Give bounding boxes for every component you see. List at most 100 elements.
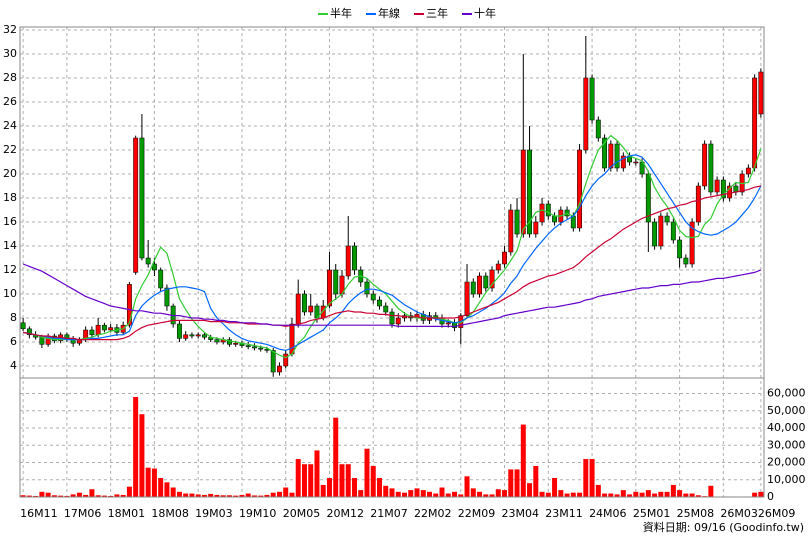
volume-bar <box>677 490 683 497</box>
volume-bar <box>545 492 551 497</box>
volume-bar <box>464 476 470 497</box>
x-tick-label: 25M01 <box>633 507 671 520</box>
volume-bar <box>608 493 614 497</box>
volume-bar <box>176 491 182 497</box>
candle-body <box>577 149 583 229</box>
volume-bar <box>270 492 276 497</box>
volume-bar <box>570 492 576 497</box>
volume-bar <box>114 494 120 497</box>
volume-bar <box>70 494 76 497</box>
volume-bar <box>589 459 595 497</box>
y-tick-label: 20 <box>3 167 17 180</box>
y-tick-label: 6 <box>10 335 17 348</box>
candle-body <box>195 334 201 337</box>
volume-bar <box>158 478 164 497</box>
volume-bar <box>370 465 376 497</box>
volume-bar <box>326 478 332 497</box>
volume-bar <box>614 494 620 497</box>
candle-body <box>714 179 720 193</box>
candle-body <box>683 257 689 265</box>
candle-body <box>677 239 683 259</box>
volume-bar <box>583 459 589 497</box>
volume-bar <box>620 490 626 497</box>
candle-body <box>720 179 726 199</box>
candle-body <box>39 336 45 345</box>
volume-bar <box>552 478 558 497</box>
volume-bar <box>139 414 145 497</box>
volume-bar <box>414 488 420 497</box>
volume-bar <box>533 465 539 497</box>
volume-bar <box>333 417 339 497</box>
panel-frame <box>19 377 765 498</box>
volume-bar <box>201 494 207 497</box>
volume-bar <box>164 482 170 497</box>
volume-bar <box>408 490 414 497</box>
candle-body <box>495 263 501 271</box>
volume-bar <box>520 424 526 497</box>
volume-bar <box>220 495 226 497</box>
candle-body <box>270 350 276 373</box>
volume-bar <box>76 492 82 497</box>
legend-label: 十年 <box>474 6 496 20</box>
candle-body <box>26 328 32 336</box>
y-tick-label: 32 <box>3 23 17 36</box>
volume-bar <box>314 450 320 497</box>
y-tick-label: 26 <box>3 95 17 108</box>
y-tick-label: 10 <box>3 287 17 300</box>
volume-bar <box>708 485 714 497</box>
ma-line <box>23 185 761 341</box>
candle-body <box>20 322 26 330</box>
volume-bar <box>126 486 132 497</box>
volume-bar <box>695 495 701 497</box>
footer: 資料日期: 09/16 (Goodinfo.tw) <box>643 520 804 534</box>
volume-bar <box>514 469 520 497</box>
candle-body <box>189 334 195 337</box>
candle-body <box>308 305 314 313</box>
volume-bar <box>195 494 201 497</box>
volume-bar <box>39 491 45 497</box>
x-tick-label: 16M11 <box>20 507 58 520</box>
volume-bar <box>120 494 126 497</box>
x-tick-label: 18M01 <box>108 507 145 520</box>
volume-bar <box>33 495 39 497</box>
volume-bar <box>233 495 239 497</box>
volume-bar <box>189 493 195 497</box>
volume-bar <box>95 495 101 497</box>
candle-body <box>689 221 695 265</box>
volume-bar <box>539 491 545 497</box>
volume-bar <box>101 495 107 497</box>
x-tick-label: 17M06 <box>64 507 102 520</box>
y-tick-label: 0 <box>767 490 774 503</box>
candle-body <box>295 293 301 325</box>
candle-body <box>164 287 170 307</box>
candle-body <box>727 185 733 199</box>
volume-bar <box>752 492 758 497</box>
candle-body <box>508 209 514 253</box>
candle-body <box>101 324 107 331</box>
volume-bar <box>58 495 64 497</box>
volume-bar <box>483 494 489 497</box>
candle-body <box>227 339 232 345</box>
x-tick-label: 20M12 <box>326 507 364 520</box>
x-tick-label: 26M03 <box>720 507 758 520</box>
candle-body <box>758 71 764 115</box>
candle-body <box>252 346 257 349</box>
legend-label: 半年 <box>330 6 352 20</box>
volume-bar <box>83 494 89 497</box>
volume-bar <box>245 493 251 497</box>
volume-bar <box>689 493 695 497</box>
candle-body <box>277 365 282 373</box>
candle-body <box>470 281 476 295</box>
volume-bar <box>670 484 676 497</box>
x-tick-label: 22M02 <box>414 507 452 520</box>
y-tick-label: 16 <box>3 215 17 228</box>
candle-body <box>370 293 376 301</box>
candle-body <box>333 269 339 295</box>
candle-body <box>364 281 370 295</box>
volume-bar <box>208 493 214 497</box>
volume-bar <box>445 493 451 497</box>
ma-line <box>22 263 762 327</box>
candle-body <box>89 329 95 336</box>
volume-bar <box>595 484 601 497</box>
